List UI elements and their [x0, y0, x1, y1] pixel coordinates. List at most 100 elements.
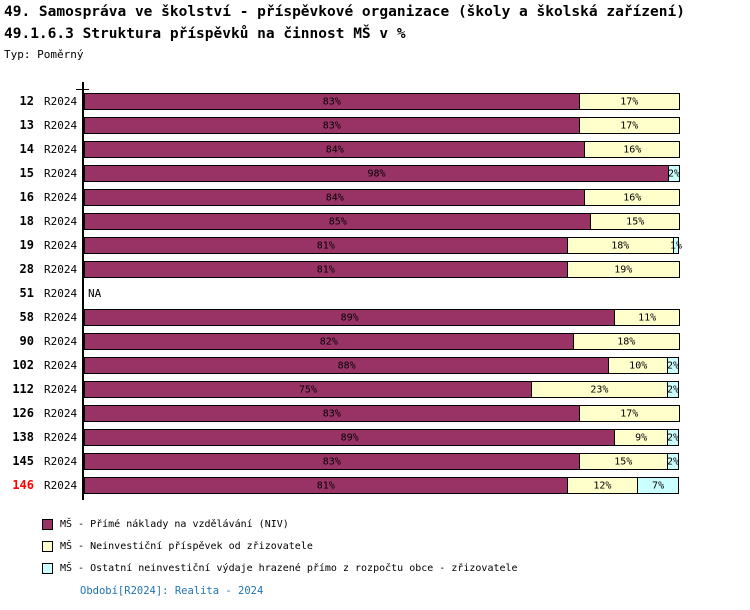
bar-segment-series2: 17% — [578, 117, 680, 134]
bar-segment-series2: 15% — [578, 453, 669, 470]
chart-row: 28 R2024 81% 19% — [0, 261, 750, 278]
row-stacked-bar: 82% 18% — [84, 333, 680, 350]
bar-segment-series2: 10% — [608, 357, 669, 374]
bar-segment-series1: 83% — [84, 453, 580, 470]
bar-segment-series1: 85% — [84, 213, 592, 230]
bar-segment-series3: 1% — [669, 237, 683, 254]
bar-segment-value: 98% — [367, 168, 386, 179]
legend-swatch-series1 — [42, 518, 53, 530]
bar-segment-series1: 83% — [84, 117, 580, 134]
chart-row: 126 R2024 83% 17% — [0, 405, 750, 422]
bar-segment-value: 2% — [666, 360, 680, 371]
chart-row: 18 R2024 85% 15% — [0, 213, 750, 230]
bar-segment-value: 17% — [620, 120, 639, 131]
legend-swatch-series3 — [42, 562, 53, 574]
bar-segment-series2: 12% — [566, 477, 639, 494]
bar-segment-value: 2% — [666, 432, 680, 443]
chart-row: 58 R2024 89% 11% — [0, 309, 750, 326]
chart-row: 90 R2024 82% 18% — [0, 333, 750, 350]
bar-segment-value: 89% — [340, 312, 359, 323]
bar-segment-value: 18% — [611, 240, 630, 251]
chart-row: 13 R2024 83% 17% — [0, 117, 750, 134]
row-id: 16 — [19, 190, 34, 204]
row-id: 12 — [19, 94, 34, 108]
row-period-label: R2024 — [44, 167, 78, 180]
row-id: 146 — [12, 478, 34, 492]
bar-segment-series1: 89% — [84, 429, 616, 446]
bar-segment-series2: 9% — [614, 429, 669, 446]
chart-row: 145 R2024 83% 15% 2% — [0, 453, 750, 470]
bar-segment-series2: 16% — [584, 141, 680, 158]
bar-segment-value: 81% — [316, 264, 335, 275]
chart-row: 15 R2024 98% 2% — [0, 165, 750, 182]
row-stacked-bar: 83% 17% — [84, 405, 680, 422]
row-period-label: R2024 — [44, 383, 78, 396]
bar-segment-value: 2% — [667, 168, 681, 179]
row-id: 126 — [12, 406, 34, 420]
chart-title: 49.1.6.3 Struktura příspěvků na činnost … — [4, 26, 406, 42]
bar-segment-value: 81% — [316, 480, 335, 491]
row-id: 19 — [19, 238, 34, 252]
row-period-label: R2024 — [44, 191, 78, 204]
row-id: 51 — [19, 286, 34, 300]
bar-segment-value: 83% — [322, 96, 341, 107]
bar-segment-series2: 18% — [566, 237, 675, 254]
bar-segment-series3: 2% — [667, 381, 679, 398]
bar-segment-series1: 83% — [84, 405, 580, 422]
chart-row: 19 R2024 81% 18% 1% — [0, 237, 750, 254]
row-id: 58 — [19, 310, 34, 324]
bar-segment-value: 15% — [626, 216, 645, 227]
bar-segment-value: 17% — [620, 96, 639, 107]
bar-segment-value: 81% — [316, 240, 335, 251]
bar-segment-value: 16% — [623, 144, 642, 155]
chart-row: 112 R2024 75% 23% 2% — [0, 381, 750, 398]
bar-segment-value: 75% — [298, 384, 317, 395]
chart-row: 51 R2024 NA — [0, 285, 750, 302]
bar-segment-value: 83% — [322, 408, 341, 419]
row-stacked-bar: 83% 17% — [84, 93, 680, 110]
bar-segment-value: 88% — [337, 360, 356, 371]
row-stacked-bar: 81% 12% 7% — [84, 477, 679, 494]
bar-segment-series2: 15% — [590, 213, 680, 230]
row-period-label: R2024 — [44, 239, 78, 252]
row-stacked-bar: 85% 15% — [84, 213, 680, 230]
bar-segment-value: 82% — [319, 336, 338, 347]
chart-type-label: Typ: Poměrný — [4, 48, 84, 61]
report-title: 49. Samospráva ve školství - příspěvkové… — [4, 4, 685, 20]
bar-segment-series2: 18% — [572, 333, 680, 350]
bar-segment-value: 15% — [614, 456, 633, 467]
bar-segment-series1: 84% — [84, 189, 586, 206]
bar-segment-value: 84% — [325, 144, 344, 155]
chart-row: 146 R2024 81% 12% 7% — [0, 477, 750, 494]
bar-segment-series3: 2% — [668, 165, 680, 182]
bar-segment-series2: 19% — [566, 261, 680, 278]
row-period-label: R2024 — [44, 95, 78, 108]
row-stacked-bar: 83% 17% — [84, 117, 680, 134]
row-stacked-bar: 84% 16% — [84, 189, 680, 206]
row-na-label: NA — [88, 287, 102, 300]
chart-row: 14 R2024 84% 16% — [0, 141, 750, 158]
bar-segment-series3: 7% — [637, 477, 679, 494]
bar-segment-series2: 11% — [614, 309, 680, 326]
chart-row: 102 R2024 88% 10% 2% — [0, 357, 750, 374]
bar-segment-value: 2% — [666, 384, 680, 395]
row-id: 90 — [19, 334, 34, 348]
bar-segment-value: 12% — [593, 480, 612, 491]
bar-segment-series3: 2% — [667, 429, 679, 446]
bar-segment-series1: 84% — [84, 141, 586, 158]
row-period-label: R2024 — [44, 359, 78, 372]
row-id: 28 — [19, 262, 34, 276]
row-id: 138 — [12, 430, 34, 444]
row-id: 14 — [19, 142, 34, 156]
row-stacked-bar: 88% 10% 2% — [84, 357, 679, 374]
bar-segment-value: 1% — [669, 240, 683, 251]
bar-segment-series2: 17% — [578, 93, 680, 110]
row-period-label: R2024 — [44, 311, 78, 324]
y-axis-top-tick — [76, 89, 89, 90]
bar-segment-series1: 88% — [84, 357, 610, 374]
bar-segment-series1: 81% — [84, 261, 568, 278]
bar-segment-value: 2% — [666, 456, 680, 467]
chart-row: 12 R2024 83% 17% — [0, 93, 750, 110]
row-stacked-bar: 81% 18% 1% — [84, 237, 683, 254]
